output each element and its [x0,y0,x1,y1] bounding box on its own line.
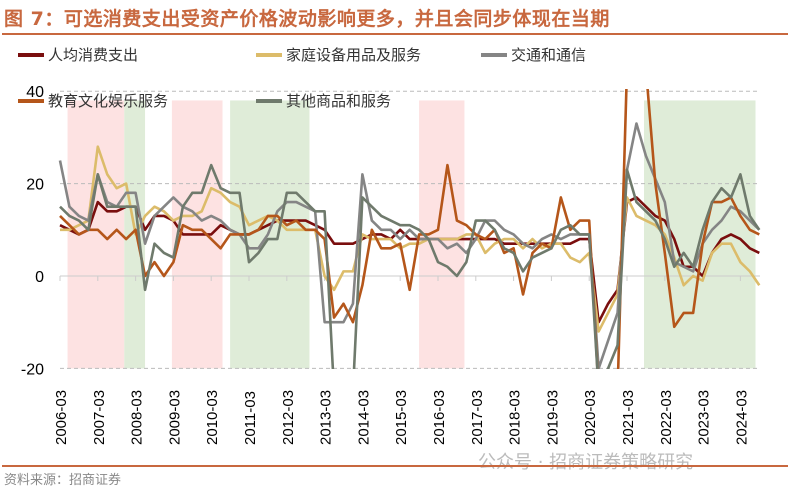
series-line-3 [59,89,760,369]
legend-swatch [256,98,282,103]
source-note: 资料来源：招商证券 [4,473,122,488]
x-tick-label: 2022-03 [658,390,675,445]
x-tick-label: 2019-03 [544,390,561,445]
x-tick-label: 2014-03 [355,390,372,445]
x-tick-label: 2018-03 [507,390,524,445]
legend-item-household: 家庭设备用品及服务 [256,44,421,65]
x-tick-label: 2021-03 [620,390,637,445]
x-tick-label: 2009-03 [166,390,183,445]
x-tick-label: 2010-03 [204,390,221,445]
series-line-0 [59,196,760,324]
legend-swatch [481,52,507,57]
x-tick-label: 2015-03 [393,390,410,445]
legend-swatch [256,52,282,57]
legend-label: 教育文化娱乐服务 [48,92,169,110]
series-line-1 [60,145,761,333]
y-tick-label: 20 [26,177,44,194]
x-tick-label: 2007-03 [91,390,108,445]
legend-item-education: 教育文化娱乐服务 [18,90,168,111]
legend-item-per-capita: 人均消费支出 [18,44,138,65]
legend-label: 人均消费支出 [48,46,139,64]
legend-item-transport: 交通和通信 [481,44,586,65]
x-tick-label: 2012-03 [280,390,297,445]
legend-item-other: 其他商品和服务 [256,90,391,111]
x-tick-label: 2016-03 [431,390,448,445]
legend-swatch [18,98,44,103]
x-tick-label: 2020-03 [582,390,599,445]
legend-swatch [18,52,44,57]
legend-label: 其他商品和服务 [286,92,392,110]
x-tick-label: 2023-03 [696,390,713,445]
x-tick-label: 2011-03 [242,391,259,445]
legend-label: 家庭设备用品及服务 [286,46,422,64]
x-tick-label: 2006-03 [53,390,70,445]
footer-divider [2,465,788,467]
title-divider [2,33,788,35]
x-tick-label: 2024-03 [733,390,750,445]
y-tick-label: 40 [26,84,44,101]
series-line-4 [59,163,761,369]
legend-label: 交通和通信 [511,46,587,64]
shaded-period [644,100,756,369]
y-tick-label: 0 [35,269,44,286]
y-tick-label: -20 [21,361,44,378]
line-chart: -20 0 20 40 2006-03 2007-03 2008-03 2009-03 2010… [21,84,761,445]
x-tick-label: 2013-03 [318,390,335,445]
x-tick-label: 2008-03 [129,390,146,445]
figure-title: 图 7：可选消费支出受资产价格波动影响更多，并且会同步体现在当期 [4,8,610,30]
watermark: 公众号 · 招商证券策略研究 [478,452,694,473]
x-tick-label: 2017-03 [469,390,486,445]
series-line-2 [58,122,761,369]
